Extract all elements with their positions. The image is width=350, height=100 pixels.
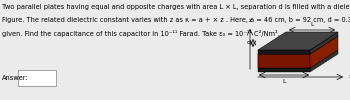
Polygon shape: [310, 32, 338, 54]
Text: Two parallel plates having equal and opposite charges with area L × L, separatio: Two parallel plates having equal and opp…: [2, 4, 350, 10]
Text: z: z: [248, 18, 252, 23]
Text: Answer:: Answer:: [2, 75, 29, 81]
Text: L: L: [310, 22, 314, 27]
Text: L: L: [282, 79, 286, 84]
Polygon shape: [258, 36, 286, 68]
Polygon shape: [258, 36, 338, 54]
Polygon shape: [258, 68, 310, 72]
Text: x: x: [349, 74, 350, 80]
Polygon shape: [258, 50, 310, 54]
Polygon shape: [310, 50, 338, 72]
Polygon shape: [258, 50, 338, 68]
Text: Figure. The related dielectric constant varies with z as κ = a + × z . Here, a =: Figure. The related dielectric constant …: [2, 17, 350, 23]
Polygon shape: [310, 36, 338, 68]
Text: given. Find the capacitance of this capacitor in 10⁻¹¹ Farad. Take ε₀ = 10⁻¹¹ C²: given. Find the capacitance of this capa…: [2, 30, 280, 37]
Polygon shape: [258, 32, 338, 50]
Bar: [18, 70, 56, 86]
Text: d: d: [247, 40, 251, 46]
Polygon shape: [258, 54, 310, 68]
